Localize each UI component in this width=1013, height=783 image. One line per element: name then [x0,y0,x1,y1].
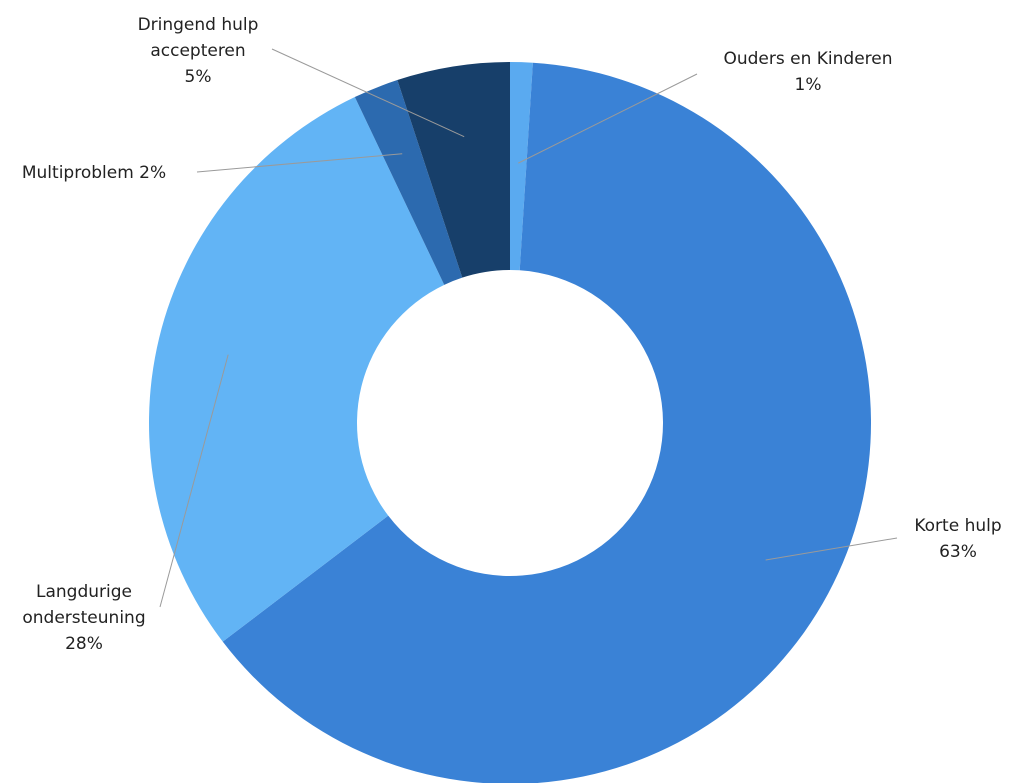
label-langdurige-ondersteuning-line-2: ondersteuning [22,608,145,628]
label-korte-hulp-line-1: Korte hulp [914,516,1001,536]
slice-korte-hulp [222,62,871,783]
slice-langdurige-ondersteuning [148,97,445,642]
label-multiproblem-line-1: Multiproblem 2% [22,163,166,183]
label-langdurige-ondersteuning-line-1: Langdurige [36,582,132,602]
leader-line-dringend-hulp-accepteren [271,48,465,138]
label-dringend-hulp-accepteren-line-1: Dringend hulp [138,15,259,35]
slice-labels: Ouders en Kinderen 1% Korte hulp 63% Langdur… [22,15,1002,654]
label-ouders-en-kinderen-line-2: 1% [795,75,822,95]
label-dringend-hulp-accepteren-line-3: 5% [185,67,212,87]
slice-dringend-hulp-accepteren [397,62,510,278]
leader-line-multiproblem [196,153,403,173]
label-langdurige-ondersteuning-line-3: 28% [65,634,103,654]
leader-line-korte-hulp [765,537,898,561]
donut-slices [148,62,871,783]
label-ouders-en-kinderen-line-1: Ouders en Kinderen [723,49,892,69]
slice-ouders-en-kinderen [510,62,533,271]
slice-multiproblem [354,80,463,285]
label-dringend-hulp-accepteren-line-2: accepteren [150,41,245,61]
label-korte-hulp-line-2: 63% [939,542,977,562]
leader-line-langdurige-ondersteuning [159,354,229,608]
leader-line-ouders-en-kinderen [518,73,698,164]
leader-lines [159,48,898,608]
